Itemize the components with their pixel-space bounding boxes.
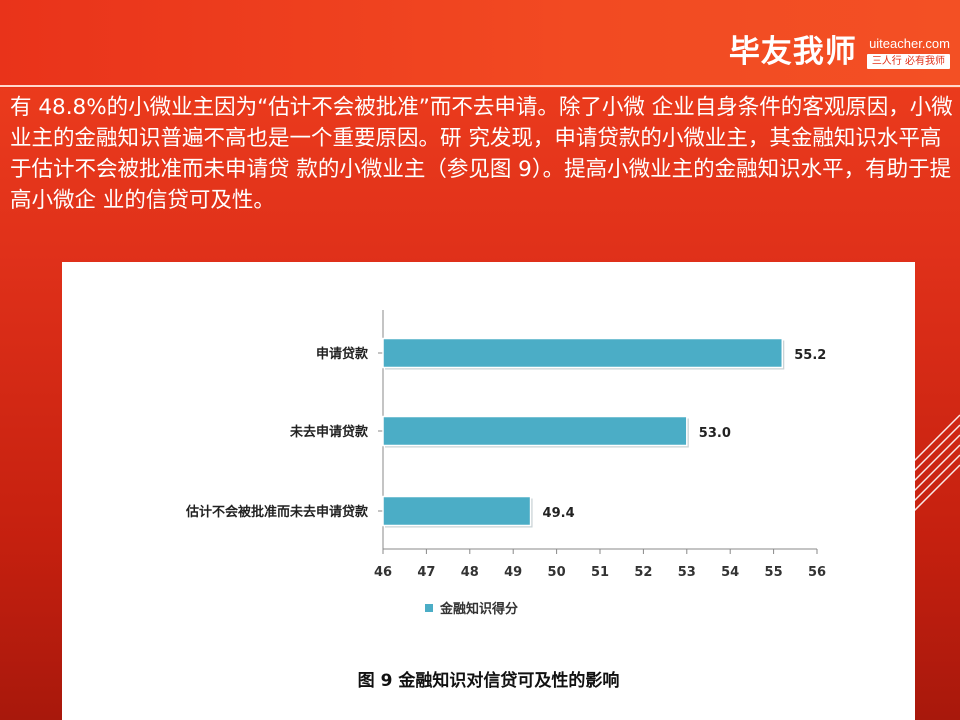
header-divider [0,85,960,87]
x-tick-label: 49 [504,565,522,580]
x-tick-label: 46 [374,565,392,580]
decorative-stripes [910,414,960,516]
x-tick-label: 53 [678,565,696,580]
x-tick-label: 50 [548,565,566,580]
x-tick-label: 55 [765,565,783,580]
data-label: 53.0 [699,426,731,441]
chart-title: 图 9 金融知识对信贷可及性的影响 [357,671,620,691]
legend-label: 金融知识得分 [439,601,518,617]
data-label: 49.4 [543,506,575,521]
brand-logo: 毕友我师 uiteacher.com 三人行 必有我师 [729,30,950,74]
data-label: 55.2 [794,348,826,363]
category-label: 申请贷款 [316,346,369,362]
category-label: 估计不会被批准而未去申请贷款 [185,504,369,520]
header-band [0,0,960,88]
brand-url: uiteacher.com [869,36,950,51]
brand-slogan: 三人行 必有我师 [866,54,950,69]
x-tick-label: 47 [417,565,435,580]
bar [382,415,688,447]
x-tick-label: 52 [634,565,652,580]
category-label: 未去申请贷款 [289,424,369,440]
bar [382,337,784,369]
x-tick-label: 51 [591,565,609,580]
bar [382,495,532,527]
legend-swatch [425,604,433,612]
bar-chart: 46 47 48 49 50 51 52 53 54 55 56 申请贷款 55.2 未去申请贷款 53.0… [185,310,826,617]
x-tick-label: 48 [461,565,479,580]
body-paragraph: 有 48.8%的小微业主因为“估计不会被批准”而不去申请。除了小微 企业自身条件… [10,95,953,213]
brand-side: uiteacher.com 三人行 必有我师 [866,30,950,69]
chart-panel: 46 47 48 49 50 51 52 53 54 55 56 申请贷款 55.2 未去申请贷款 53.0… [62,262,915,720]
x-tick-label: 56 [808,565,826,580]
brand-name: 毕友我师 [728,34,857,70]
x-tick-label: 54 [721,565,739,580]
